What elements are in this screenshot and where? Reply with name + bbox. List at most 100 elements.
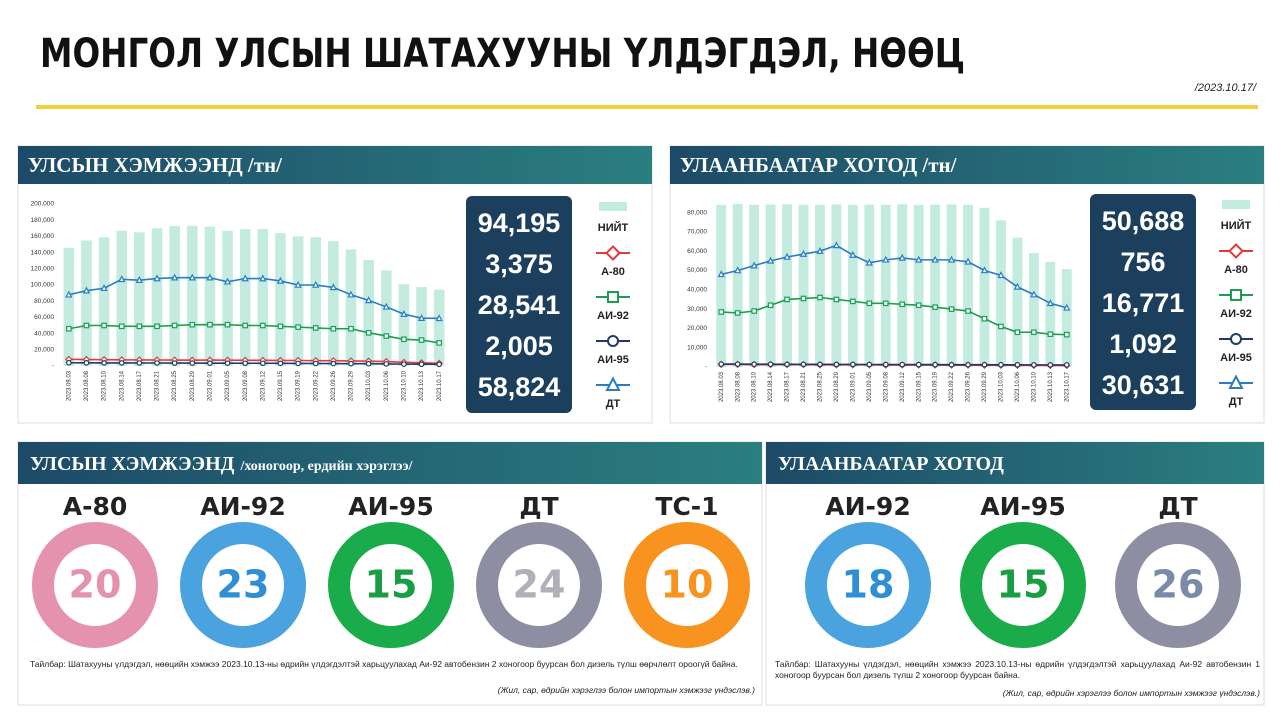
point — [816, 247, 824, 254]
legend-label: А-80 — [1224, 264, 1248, 276]
point — [833, 296, 840, 303]
x-tick-label: 2023.09.12 — [900, 371, 906, 402]
bar — [996, 220, 1006, 367]
bar — [979, 207, 990, 367]
point — [734, 266, 742, 274]
legend-swatch — [1222, 200, 1250, 209]
point — [242, 360, 248, 367]
y-tick-label: 30,000 — [687, 306, 707, 313]
legend-label: ДТ — [606, 398, 621, 410]
point — [436, 340, 442, 346]
point — [947, 255, 956, 263]
bar — [1045, 261, 1056, 367]
bar — [913, 204, 924, 367]
point — [817, 361, 823, 368]
y-tick-label: 200,000 — [31, 201, 55, 208]
point — [224, 360, 231, 366]
point — [899, 361, 906, 368]
legend-label: А-80 — [601, 266, 625, 278]
point — [154, 323, 160, 330]
point — [294, 280, 302, 288]
point — [417, 314, 426, 322]
point — [1047, 362, 1054, 368]
point — [418, 361, 425, 368]
bar — [204, 226, 216, 366]
value-label: 58,824 — [478, 372, 561, 402]
x-tick-label: 2023.08.29 — [834, 371, 840, 402]
bar — [398, 284, 410, 366]
bar — [782, 204, 792, 367]
point — [383, 361, 390, 367]
bar — [257, 229, 269, 366]
fuel-name: ДТ — [519, 492, 558, 521]
point — [189, 321, 196, 328]
x-tick-label: 2023.09.15 — [278, 370, 284, 401]
point — [865, 258, 873, 266]
value-label: 28,541 — [478, 290, 561, 320]
bar — [1061, 269, 1072, 367]
value-box — [1090, 194, 1196, 410]
bar — [416, 287, 427, 366]
bar — [963, 204, 973, 367]
x-tick-label: 2023.08.29 — [190, 370, 196, 401]
panel-subtitle: /хоногоор, ердийн хэрэглээ/ — [239, 459, 413, 474]
days-value: 15 — [365, 563, 418, 607]
point — [1031, 329, 1037, 336]
point — [849, 250, 857, 258]
point — [1014, 329, 1021, 336]
bar — [847, 204, 858, 367]
y-tick-label: - — [52, 363, 54, 370]
x-tick-label: 2023.08.25 — [818, 371, 824, 402]
point — [136, 323, 143, 330]
bar — [116, 230, 128, 366]
point — [915, 302, 922, 309]
legend-label: ДТ — [1229, 396, 1244, 408]
bar — [433, 289, 445, 366]
panel-title: УЛСЫН ХЭМЖЭЭНД/хоногоор, ердийн хэрэглээ… — [30, 453, 414, 475]
bar — [930, 204, 941, 367]
fuel-name: АИ-95 — [980, 492, 1065, 521]
days-value: 18 — [842, 563, 895, 607]
bar — [186, 225, 198, 366]
fuel-name: ТС-1 — [655, 492, 718, 521]
legend-label: АИ-92 — [1220, 308, 1252, 320]
days-value: 26 — [1152, 563, 1205, 607]
x-tick-label: 2023.10.03 — [999, 371, 1005, 402]
point — [65, 290, 73, 298]
legend-swatch — [599, 202, 627, 211]
panel-title: УЛААНБААТАР ХОТОД /тн/ — [680, 153, 958, 177]
point — [965, 361, 971, 368]
point — [223, 277, 232, 285]
x-tick-label: 2023.08.17 — [785, 371, 791, 402]
legend-marker — [605, 245, 621, 261]
fuel-name: АИ-92 — [825, 492, 910, 521]
point — [171, 273, 179, 281]
bar — [831, 204, 842, 367]
x-tick-label: 2023.10.10 — [1031, 371, 1037, 402]
source: (Жил, сар, өдрийн хэрэглээ болон импорты… — [497, 685, 755, 695]
fuel-name: А-80 — [63, 492, 128, 521]
line — [721, 296, 1067, 336]
point — [365, 296, 373, 304]
bar — [169, 225, 180, 366]
x-tick-label: 2023.09.26 — [966, 371, 972, 402]
donut-ring — [32, 522, 158, 648]
legend-label: АИ-95 — [1220, 352, 1252, 364]
point — [766, 256, 775, 264]
point — [242, 322, 248, 329]
point — [817, 294, 823, 301]
point — [850, 298, 856, 305]
y-tick-label: 120,000 — [31, 266, 55, 273]
point — [312, 280, 320, 288]
point — [101, 360, 107, 366]
bar — [897, 204, 908, 367]
point — [188, 273, 196, 281]
point — [948, 361, 955, 368]
point — [998, 323, 1004, 330]
line — [68, 276, 440, 320]
point — [932, 361, 938, 368]
x-tick-label: 2023.08.03 — [66, 370, 72, 401]
point — [241, 274, 249, 282]
point — [118, 360, 125, 366]
